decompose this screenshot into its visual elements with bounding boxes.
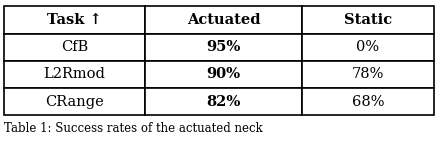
Text: Table 1: Success rates of the actuated neck: Table 1: Success rates of the actuated n… <box>4 122 263 135</box>
